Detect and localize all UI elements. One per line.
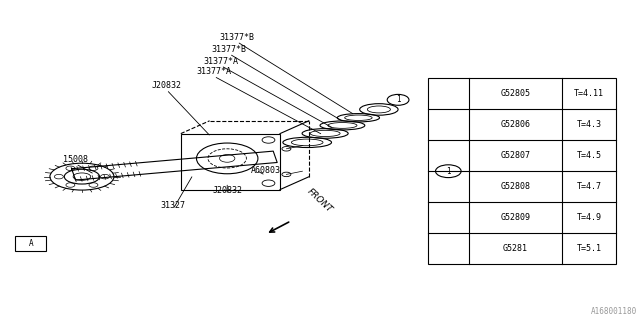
Text: G52808: G52808 (500, 182, 531, 191)
Text: G52806: G52806 (500, 120, 531, 129)
Text: A: A (28, 239, 33, 248)
Text: 15008: 15008 (63, 155, 88, 164)
Text: A60803: A60803 (251, 166, 280, 175)
Text: T=4.3: T=4.3 (577, 120, 602, 129)
Text: T=5.1: T=5.1 (577, 244, 602, 253)
Text: G5281: G5281 (503, 244, 528, 253)
Text: T=4.7: T=4.7 (577, 182, 602, 191)
Text: G52807: G52807 (500, 151, 531, 160)
Text: 31377*A: 31377*A (196, 67, 231, 76)
Text: 31327: 31327 (160, 201, 186, 210)
Text: G52809: G52809 (500, 213, 531, 222)
Text: 31377*B: 31377*B (220, 33, 254, 42)
Text: T=4.11: T=4.11 (574, 89, 604, 98)
Text: FRONT: FRONT (305, 187, 334, 214)
Bar (15, 236, 46, 251)
Text: 1: 1 (396, 95, 401, 104)
Text: T=4.9: T=4.9 (577, 213, 602, 222)
Text: 31377*B: 31377*B (212, 45, 246, 54)
Text: 1: 1 (446, 167, 451, 176)
Bar (180, 134, 280, 189)
Text: J20832: J20832 (212, 186, 242, 195)
Text: T=4.5: T=4.5 (577, 151, 602, 160)
Bar (428, 78, 616, 264)
Text: G52805: G52805 (500, 89, 531, 98)
Text: A168001180: A168001180 (591, 307, 637, 316)
Text: 31377*A: 31377*A (204, 57, 238, 66)
Text: J20832: J20832 (152, 81, 181, 90)
